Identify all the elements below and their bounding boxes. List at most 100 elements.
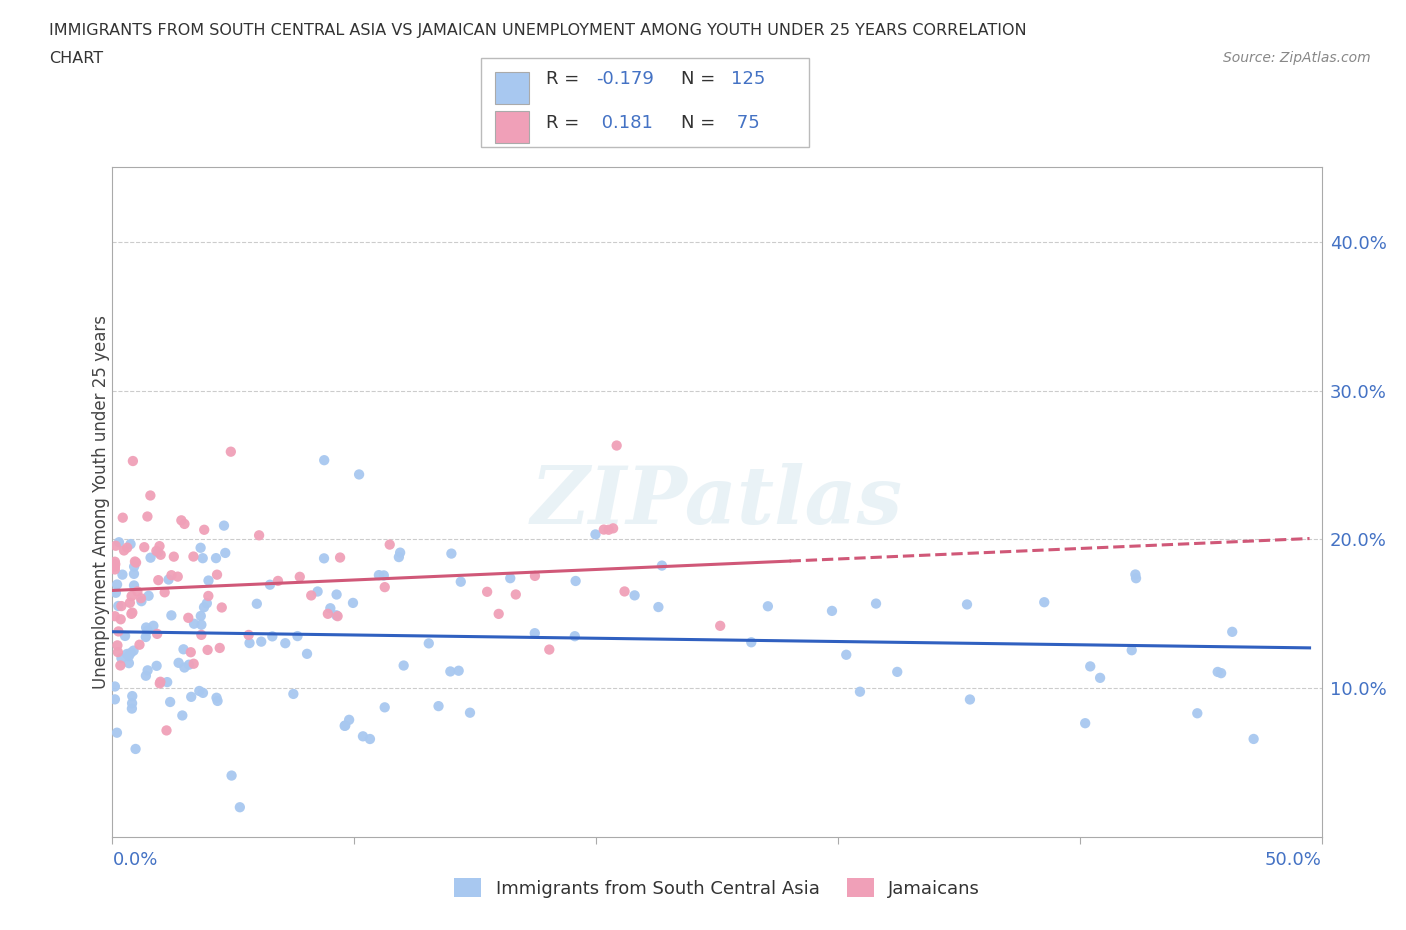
Point <box>173 660 195 675</box>
Point <box>197 643 219 658</box>
Point <box>180 644 202 659</box>
Point <box>190 608 212 623</box>
Point <box>499 571 522 586</box>
Point <box>173 516 195 531</box>
Point <box>316 606 339 621</box>
Point <box>120 645 142 660</box>
Point <box>835 647 858 662</box>
Point <box>145 658 167 673</box>
Point <box>183 549 205 564</box>
Point <box>122 644 145 658</box>
Text: 50.0%: 50.0% <box>1265 851 1322 869</box>
Point <box>709 618 731 633</box>
Point <box>155 723 177 737</box>
Point <box>135 630 157 644</box>
Point <box>193 600 215 615</box>
Point <box>956 597 979 612</box>
Point <box>149 676 172 691</box>
Point <box>105 578 128 592</box>
Point <box>134 539 156 554</box>
Point <box>110 612 132 627</box>
Point <box>188 684 211 698</box>
Point <box>1078 659 1101 674</box>
Point <box>523 568 546 583</box>
Point <box>342 595 364 610</box>
Point <box>312 551 335 565</box>
Point <box>564 574 586 589</box>
Point <box>740 635 762 650</box>
Point <box>1125 567 1147 582</box>
Point <box>598 523 620 538</box>
Point <box>183 657 205 671</box>
Point <box>299 588 322 603</box>
Point <box>160 567 183 582</box>
Point <box>148 573 170 588</box>
Point <box>389 545 412 560</box>
Point <box>124 741 146 756</box>
Point <box>392 658 415 673</box>
Point <box>373 568 395 583</box>
Point <box>307 584 329 599</box>
Point <box>592 522 614 537</box>
Point <box>148 538 170 553</box>
Point <box>104 679 127 694</box>
Point <box>110 651 132 666</box>
Point <box>821 604 844 618</box>
Point <box>378 538 401 552</box>
Point <box>197 573 219 588</box>
Point <box>352 729 374 744</box>
Point <box>114 629 136 644</box>
Point <box>149 548 172 563</box>
Point <box>167 656 190 671</box>
Point <box>163 550 186 565</box>
Point <box>122 566 145 581</box>
Point <box>205 567 228 582</box>
Point <box>440 546 463 561</box>
Point <box>1187 706 1209 721</box>
Point <box>118 648 141 663</box>
Point <box>347 467 370 482</box>
Text: N =: N = <box>681 70 714 88</box>
Point <box>156 674 179 689</box>
Point <box>564 629 586 644</box>
Point <box>212 518 235 533</box>
Point <box>145 543 167 558</box>
Point <box>1121 643 1143 658</box>
Point <box>190 618 212 632</box>
Text: 0.0%: 0.0% <box>112 851 157 869</box>
Point <box>105 725 128 740</box>
Point <box>211 600 233 615</box>
Point <box>121 696 143 711</box>
Point <box>107 599 129 614</box>
Point <box>104 609 127 624</box>
Point <box>238 635 260 650</box>
Point <box>287 629 309 644</box>
Point <box>337 712 360 727</box>
Point <box>139 551 162 565</box>
Point <box>111 567 134 582</box>
Point <box>229 800 252 815</box>
Text: 0.181: 0.181 <box>596 113 652 132</box>
Point <box>475 584 498 599</box>
Point <box>1088 671 1111 685</box>
Point <box>959 692 981 707</box>
Point <box>146 545 169 560</box>
Point <box>190 540 212 555</box>
Point <box>283 686 305 701</box>
Point <box>247 528 270 543</box>
Point <box>623 588 645 603</box>
Point <box>122 578 145 593</box>
Point <box>488 606 510 621</box>
Point <box>138 589 160 604</box>
Point <box>367 567 389 582</box>
Point <box>262 629 284 644</box>
Point <box>191 685 214 700</box>
Point <box>613 584 636 599</box>
Point <box>112 543 135 558</box>
Point <box>190 628 212 643</box>
Point <box>107 638 129 653</box>
Text: R =: R = <box>546 70 579 88</box>
Point <box>121 701 143 716</box>
Point <box>221 768 243 783</box>
Point <box>142 618 165 633</box>
